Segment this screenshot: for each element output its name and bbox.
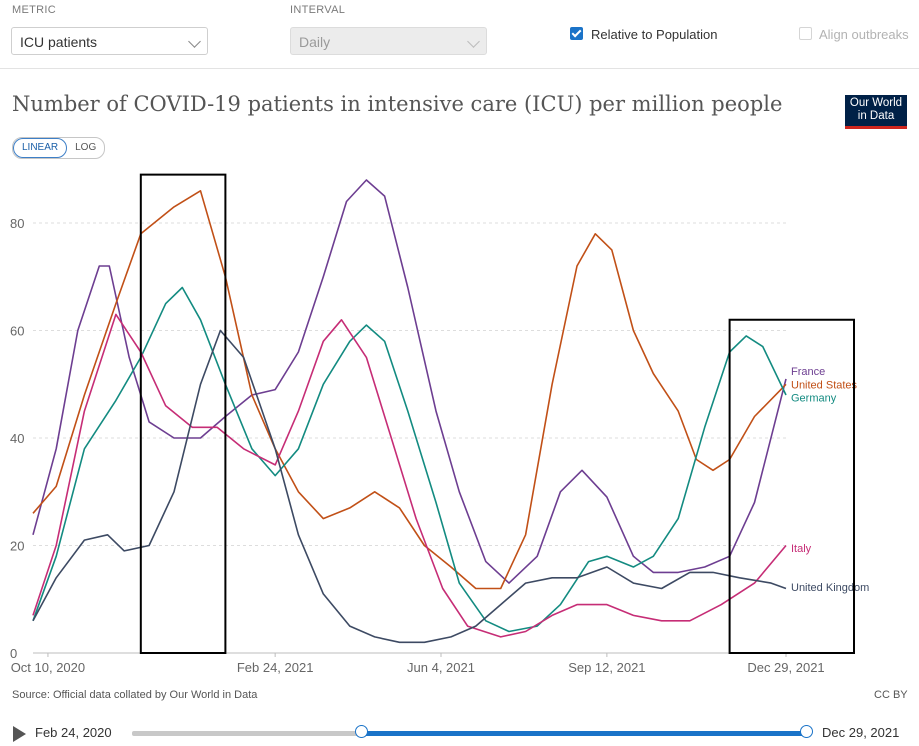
y-tick-label: 20 bbox=[10, 539, 24, 554]
metric-label: METRIC bbox=[12, 4, 56, 16]
source-note: Source: Official data collated by Our Wo… bbox=[12, 689, 258, 701]
y-tick-label: 80 bbox=[10, 216, 24, 231]
series-line-united-states bbox=[32, 190, 787, 590]
log-scale-button[interactable]: LOG bbox=[75, 142, 97, 153]
license-link[interactable]: CC BY bbox=[874, 689, 908, 701]
timeline-start-handle[interactable] bbox=[355, 725, 369, 738]
y-tick-label: 0 bbox=[10, 646, 17, 661]
chart-title: Number of COVID-19 patients in intensive… bbox=[12, 92, 783, 116]
line-end-label: United States bbox=[791, 379, 858, 391]
linear-scale-button[interactable]: LINEAR bbox=[13, 138, 68, 158]
metric-value: ICU patients bbox=[20, 34, 98, 50]
y-tick-label: 60 bbox=[10, 324, 24, 339]
timeline-selected-range bbox=[361, 731, 806, 736]
series-line-united-kingdom bbox=[32, 329, 787, 644]
chevron-down-icon bbox=[188, 35, 201, 48]
series-line-germany bbox=[32, 286, 787, 633]
scale-toggle: LINEAR LOG bbox=[12, 137, 106, 159]
owid-logo[interactable]: Our World in Data bbox=[845, 95, 907, 129]
x-tick-label: Jun 4, 2021 bbox=[407, 660, 475, 675]
relative-to-population-checkbox[interactable] bbox=[570, 27, 583, 40]
line-end-label: Germany bbox=[791, 393, 837, 405]
timeline: Feb 24, 2020 Dec 29, 2021 bbox=[0, 718, 919, 746]
controls-bar: METRIC ICU patients INTERVAL Daily Relat… bbox=[0, 0, 919, 69]
chevron-down-icon bbox=[467, 35, 480, 48]
interval-label: INTERVAL bbox=[290, 4, 346, 16]
timeline-end-handle[interactable] bbox=[800, 725, 813, 738]
series-line-france bbox=[32, 179, 787, 584]
metric-select[interactable]: ICU patients bbox=[11, 27, 208, 55]
line-end-label: United Kingdom bbox=[791, 582, 869, 594]
timeline-end-label: Dec 29, 2021 bbox=[822, 725, 900, 740]
interval-value: Daily bbox=[299, 34, 331, 50]
highlight-box bbox=[728, 318, 856, 654]
play-icon[interactable] bbox=[13, 726, 26, 742]
series-line-italy bbox=[32, 313, 787, 638]
x-tick-label: Sep 12, 2021 bbox=[568, 660, 645, 675]
timeline-start-label: Feb 24, 2020 bbox=[35, 725, 112, 740]
x-tick-label: Oct 10, 2020 bbox=[11, 660, 85, 675]
align-outbreaks-checkbox[interactable] bbox=[799, 27, 812, 40]
x-tick-label: Dec 29, 2021 bbox=[747, 660, 824, 675]
interval-select[interactable]: Daily bbox=[290, 27, 487, 55]
logo-line-1: Our World bbox=[849, 97, 903, 109]
highlight-box bbox=[139, 173, 227, 654]
line-chart: 0 20 40 60 80 Oct 10, 2020 Feb 24, 2021 Jun 4, … bbox=[10, 173, 869, 675]
align-outbreaks-label: Align outbreaks bbox=[819, 27, 909, 42]
logo-line-2: in Data bbox=[857, 110, 895, 122]
y-tick-label: 40 bbox=[10, 431, 24, 446]
line-end-label: France bbox=[791, 366, 825, 378]
x-tick-label: Feb 24, 2021 bbox=[237, 660, 314, 675]
relative-to-population-label: Relative to Population bbox=[591, 27, 718, 42]
line-end-label: Italy bbox=[791, 543, 812, 555]
